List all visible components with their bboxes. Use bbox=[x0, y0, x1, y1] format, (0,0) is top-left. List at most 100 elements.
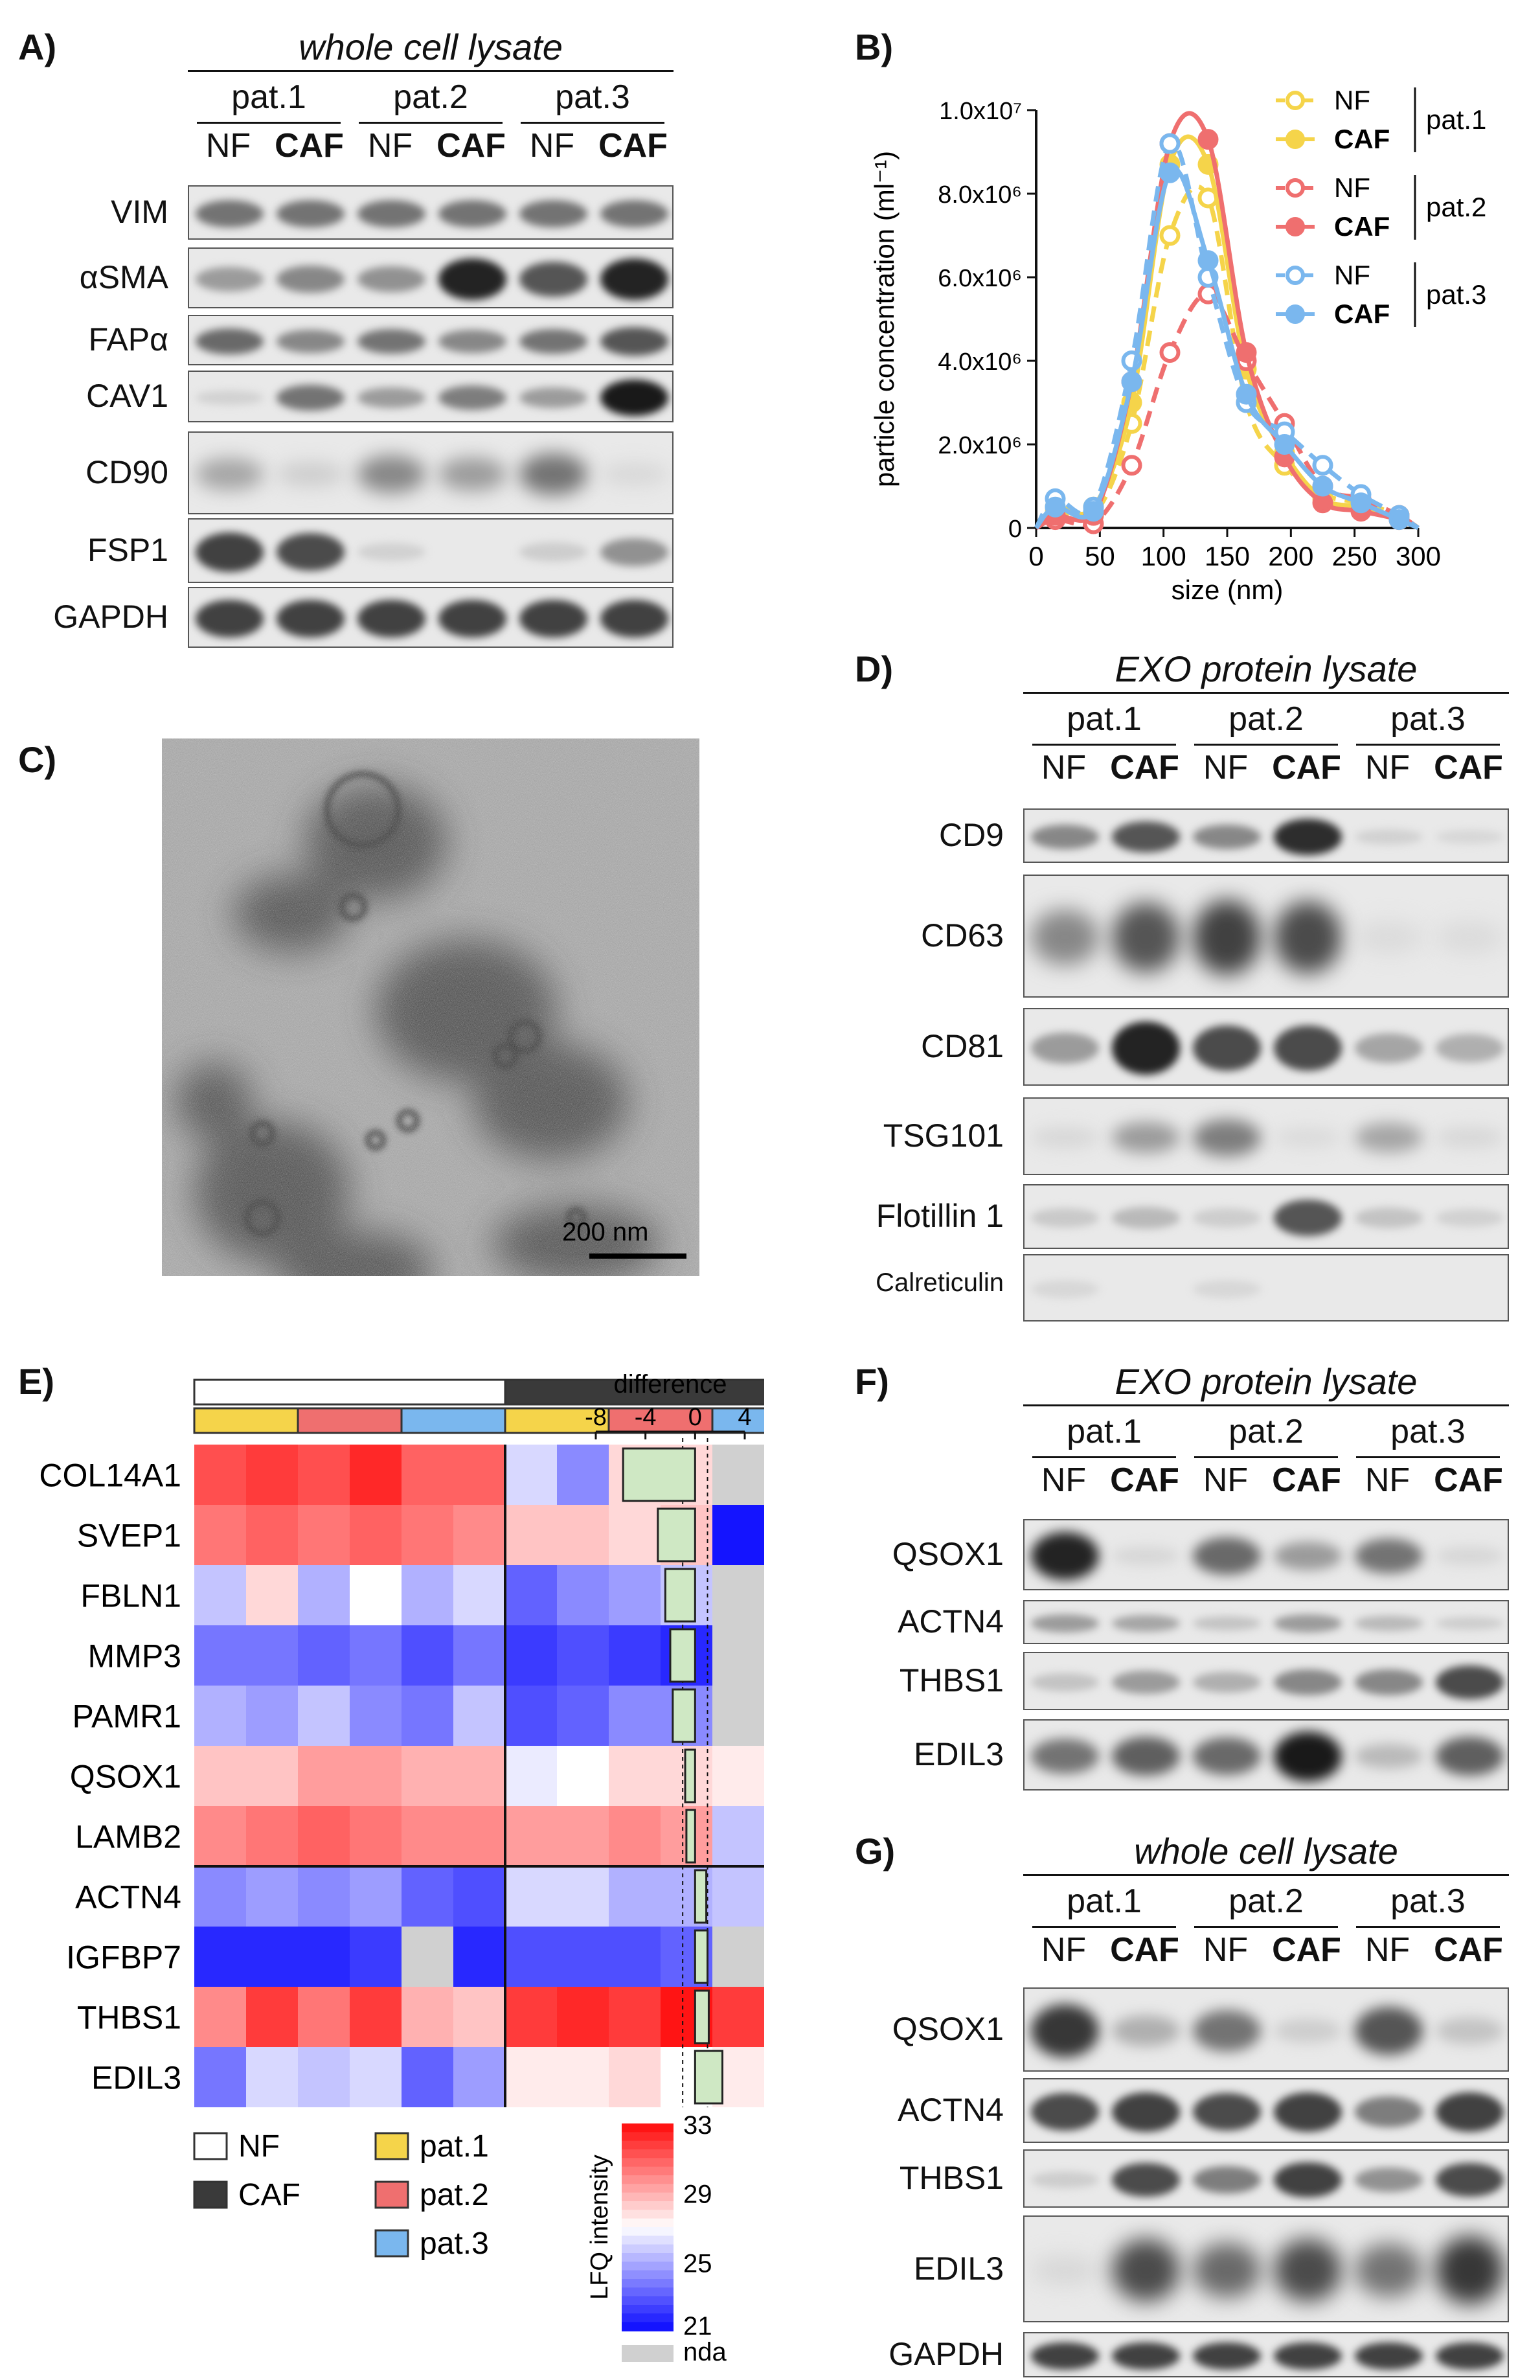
lane-label-nf: NF bbox=[1203, 1931, 1249, 1969]
band-nf bbox=[1031, 1127, 1099, 1149]
heatmap-cell bbox=[505, 1565, 557, 1625]
blot-row-label: ACTN4 bbox=[898, 1603, 1004, 1640]
blot-header: EXO protein lysate bbox=[1115, 1361, 1418, 1402]
blot-row-label: FSP1 bbox=[87, 532, 168, 568]
heatmap-cell bbox=[246, 1927, 298, 1987]
band-nf bbox=[1031, 1531, 1099, 1581]
patient-label: pat.3 bbox=[1390, 1882, 1466, 1920]
heatmap-cell bbox=[350, 1866, 402, 1927]
heatmap-cell bbox=[246, 1746, 298, 1806]
band-nf bbox=[519, 200, 587, 227]
patient-bar bbox=[504, 1407, 610, 1434]
band-caf bbox=[1112, 2015, 1180, 2046]
heatmap-row-label: FBLN1 bbox=[80, 1578, 181, 1614]
band-nf bbox=[519, 453, 587, 495]
band-caf bbox=[438, 258, 506, 300]
heatmap-cell bbox=[505, 1505, 557, 1565]
lane-label-nf: NF bbox=[367, 127, 413, 165]
blot-band-strip bbox=[188, 315, 674, 365]
lane-label-caf: CAF bbox=[1272, 1461, 1341, 1499]
legend-swatch-patient bbox=[374, 2229, 409, 2258]
heatmap-cell bbox=[402, 1505, 453, 1565]
heatmap-cell bbox=[712, 1987, 764, 2047]
heatmap-row-label: IGFBP7 bbox=[66, 1939, 181, 1976]
heatmap-cell bbox=[402, 1445, 453, 1505]
blot-row-label: GAPDH bbox=[889, 2336, 1004, 2372]
heatmap-cell bbox=[609, 1625, 661, 1686]
heatmap-cell bbox=[246, 1625, 298, 1686]
band-caf bbox=[277, 532, 345, 571]
legend-label-caf: CAF bbox=[1334, 124, 1390, 154]
color-scale-step bbox=[622, 2236, 674, 2245]
blot-band-strip bbox=[188, 371, 674, 422]
heatmap-cell bbox=[453, 1866, 505, 1927]
heatmap-cell bbox=[505, 1686, 557, 1746]
band-caf bbox=[1112, 1121, 1180, 1154]
color-scale-step bbox=[622, 2322, 674, 2331]
band-nf bbox=[1031, 1614, 1099, 1632]
heatmap-cell bbox=[557, 1806, 609, 1866]
band-caf bbox=[1274, 2092, 1342, 2132]
blot-row-label: FAPα bbox=[88, 321, 168, 358]
panel-label-f: F) bbox=[855, 1361, 889, 1402]
heatmap-cell bbox=[505, 1987, 557, 2047]
blot-band-strip bbox=[188, 247, 674, 308]
lane-label-caf: CAF bbox=[1434, 1931, 1503, 1969]
color-scale-step bbox=[622, 2123, 674, 2133]
heatmap-cell bbox=[557, 1987, 609, 2047]
data-point bbox=[1159, 162, 1181, 183]
heatmap-cell bbox=[350, 1987, 402, 2047]
heatmap-cell bbox=[712, 1565, 764, 1625]
patient-label: pat.1 bbox=[231, 78, 306, 116]
patient-underline bbox=[1356, 1926, 1500, 1928]
heatmap-cell bbox=[246, 1987, 298, 2047]
legend-marker-caf bbox=[1285, 304, 1305, 324]
band-nf bbox=[1355, 1033, 1423, 1064]
heatmap-cell bbox=[609, 1505, 661, 1565]
heatmap-row-label: SVEP1 bbox=[77, 1518, 181, 1554]
heatmap-cell bbox=[402, 1987, 453, 2047]
x-tick-label: 250 bbox=[1332, 541, 1377, 571]
band-nf bbox=[1355, 1669, 1423, 1696]
y-tick-label: 8.0x10⁶ bbox=[938, 181, 1022, 209]
patient-bar bbox=[193, 1407, 299, 1434]
difference-bar bbox=[694, 1989, 710, 2044]
band-nf bbox=[1193, 1671, 1261, 1693]
band-caf bbox=[438, 200, 506, 227]
band-nf bbox=[196, 266, 264, 292]
panel-label-a: A) bbox=[18, 27, 57, 67]
blot-row-label: GAPDH bbox=[53, 599, 168, 635]
heatmap-cell bbox=[194, 1625, 246, 1686]
heatmap-cell bbox=[298, 1686, 350, 1746]
blot-row-label: QSOX1 bbox=[892, 1536, 1004, 1572]
band-nf bbox=[1193, 900, 1261, 975]
band-nf bbox=[1193, 1279, 1261, 1299]
legend-group-label: pat.1 bbox=[1426, 104, 1486, 135]
patient-bar bbox=[400, 1407, 506, 1434]
band-caf bbox=[1112, 1207, 1180, 1229]
blot-row-label: CD81 bbox=[921, 1028, 1004, 1064]
x-tick-label: 200 bbox=[1268, 541, 1313, 571]
band-nf bbox=[357, 266, 425, 293]
band-nf bbox=[357, 328, 425, 354]
heatmap-cell bbox=[246, 1445, 298, 1505]
lane-label-caf: CAF bbox=[1272, 1931, 1341, 1969]
heatmap-cell bbox=[350, 1625, 402, 1686]
data-point bbox=[1388, 509, 1410, 531]
difference-bar bbox=[622, 1447, 696, 1502]
data-point bbox=[1121, 455, 1142, 476]
heatmap-cell bbox=[609, 1746, 661, 1806]
heatmap-cell bbox=[557, 1686, 609, 1746]
heatmap-cell bbox=[194, 1866, 246, 1927]
band-caf bbox=[1112, 2092, 1180, 2132]
color-scale-step bbox=[622, 2305, 674, 2315]
patient-underline bbox=[1194, 744, 1338, 746]
band-nf bbox=[1031, 2342, 1099, 2370]
data-point bbox=[1236, 342, 1257, 363]
band-nf bbox=[519, 387, 587, 409]
heatmap-cell bbox=[298, 1505, 350, 1565]
color-scale-step bbox=[622, 2201, 674, 2211]
color-scale-tick: 29 bbox=[683, 2180, 712, 2209]
y-tick-label: 2.0x10⁶ bbox=[938, 432, 1022, 459]
band-nf bbox=[1355, 2167, 1423, 2193]
